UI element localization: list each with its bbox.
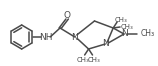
Text: N: N	[71, 32, 78, 42]
Text: CH₃: CH₃	[141, 30, 155, 38]
Text: O: O	[63, 10, 70, 19]
Text: CH₃: CH₃	[114, 17, 127, 23]
Text: CH₃: CH₃	[121, 24, 134, 30]
Text: CH₃: CH₃	[88, 57, 101, 63]
Text: CH₃: CH₃	[76, 57, 89, 63]
Text: NH: NH	[40, 32, 53, 42]
Text: N: N	[121, 30, 127, 38]
Text: N: N	[102, 39, 109, 49]
